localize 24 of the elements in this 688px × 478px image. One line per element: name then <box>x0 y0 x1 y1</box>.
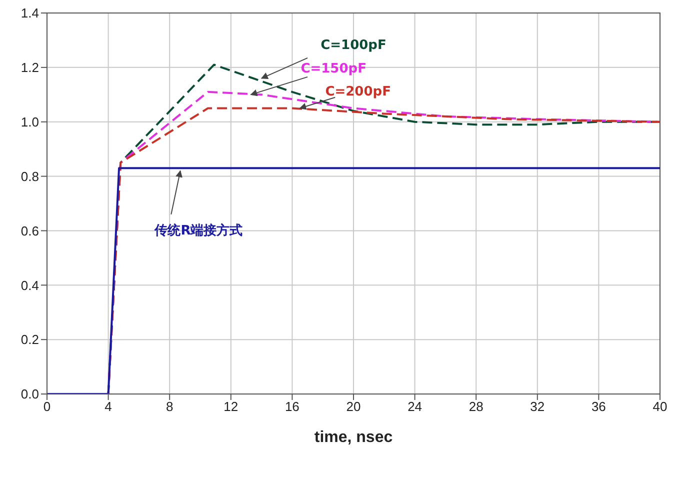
x-tick-label: 36 <box>591 399 606 414</box>
series-label: C=150pF <box>300 61 366 76</box>
x-axis-title: time, nsec <box>314 429 393 446</box>
x-tick-label: 40 <box>652 399 668 414</box>
y-tick-label: 0.8 <box>20 168 39 184</box>
y-tick-label: 0.4 <box>20 278 39 293</box>
y-tick-label: 0.0 <box>20 386 39 402</box>
x-tick-label: 16 <box>284 399 300 414</box>
x-tick-label: 0 <box>43 399 51 414</box>
x-tick-label: 4 <box>104 399 112 414</box>
y-tick-label: 0.2 <box>20 332 39 348</box>
text: C=100pF <box>320 38 386 54</box>
x-tick-label: 12 <box>224 399 238 414</box>
text: 传统R端接方式 <box>154 222 243 238</box>
x-tick-label: 8 <box>166 399 174 414</box>
x-tick-label: 24 <box>408 399 422 414</box>
y-tick-label: 1.4 <box>20 6 39 21</box>
x-tick-label: 32 <box>530 399 545 414</box>
series-label: C=200pF <box>325 84 391 100</box>
y-tick-label: 1.0 <box>20 114 39 130</box>
x-tick-label: 28 <box>468 399 484 414</box>
y-tick-label: 1.2 <box>20 60 39 76</box>
x-tick-label: 20 <box>346 399 361 414</box>
y-tick-label: 0.6 <box>20 223 39 238</box>
